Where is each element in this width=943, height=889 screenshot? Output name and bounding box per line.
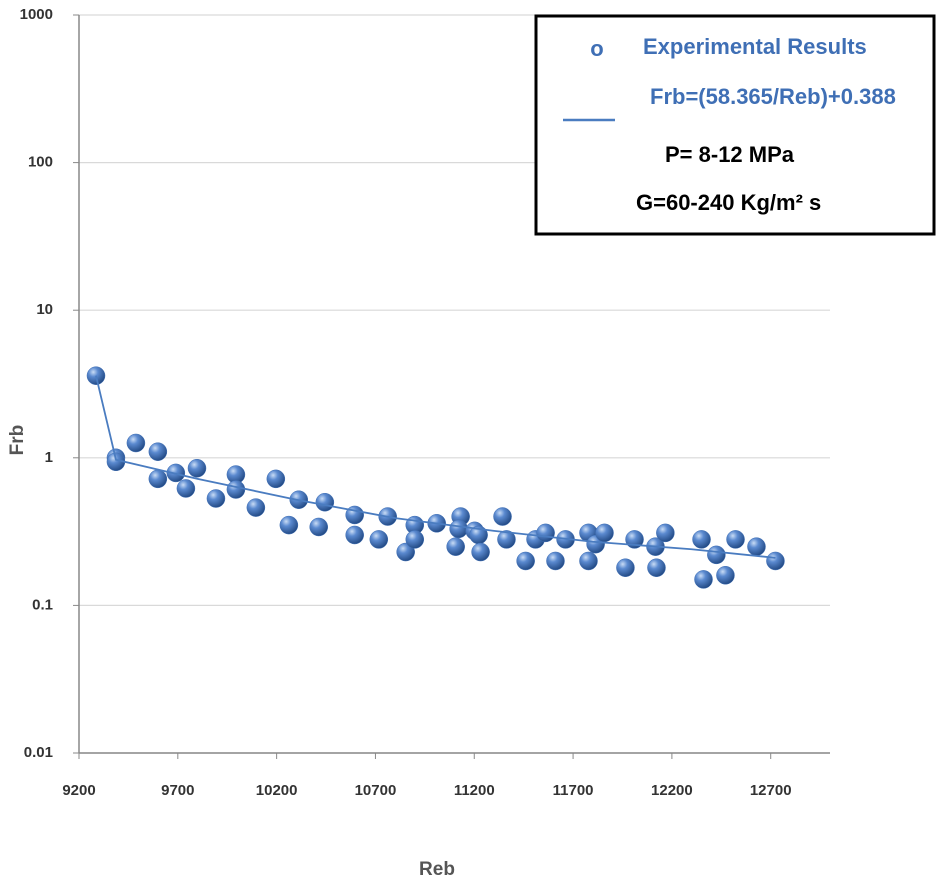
data-point — [449, 519, 468, 539]
x-tick-label: 10700 — [355, 782, 397, 799]
data-point — [595, 523, 614, 543]
data-point — [616, 558, 635, 577]
data-point — [369, 530, 389, 549]
data-point — [766, 551, 785, 571]
legend-marker: o — [590, 36, 603, 61]
legend-label: Frb=(58.365/Reb)+0.388 — [650, 84, 896, 109]
data-point — [315, 492, 335, 512]
data-point — [246, 498, 266, 517]
annotation: G=60-240 Kg/m² s — [636, 190, 821, 215]
data-point — [656, 523, 675, 543]
y-tick-label: 10 — [36, 301, 53, 318]
data-point — [446, 537, 465, 556]
legend-box — [534, 14, 936, 236]
data-point — [226, 480, 246, 499]
x-axis-title: Reb — [419, 859, 455, 880]
data-point — [187, 458, 207, 478]
data-point — [579, 551, 598, 571]
data-point — [396, 542, 415, 562]
data-point — [126, 433, 146, 453]
plot-area: 0.01 0.1 1 10 100 1000 9200 9700 10200 10700 11200… — [20, 6, 830, 799]
data-point — [279, 515, 299, 535]
data-point — [471, 542, 490, 562]
data-point — [536, 523, 555, 543]
fit-line — [95, 375, 776, 559]
x-tick-label: 11200 — [454, 782, 495, 799]
data-point — [692, 530, 711, 549]
data-point — [266, 469, 286, 489]
x-tick-label: 10200 — [256, 782, 298, 799]
data-point — [497, 530, 516, 549]
x-tick-label: 12700 — [750, 782, 792, 799]
x-tick-label: 12200 — [651, 782, 693, 799]
data-point — [148, 442, 168, 461]
data-point — [493, 507, 512, 526]
data-point — [694, 570, 713, 589]
x-tick-label: 9700 — [161, 782, 194, 799]
y-tick-label: 100 — [28, 154, 53, 171]
x-tick-label: 11700 — [553, 782, 594, 799]
data-point — [707, 545, 726, 565]
y-tick-label: 1000 — [20, 6, 53, 23]
data-point — [516, 551, 535, 571]
data-point — [716, 566, 735, 585]
data-point — [309, 517, 328, 537]
data-point — [405, 530, 425, 549]
y-axis-title: Frb — [7, 425, 28, 456]
data-point — [345, 525, 364, 545]
annotation: P= 8-12 MPa — [665, 142, 795, 167]
y-tick-label: 1 — [45, 449, 53, 466]
x-tick-label: 9200 — [62, 782, 95, 799]
data-point — [747, 537, 766, 556]
data-point — [176, 479, 196, 498]
legend-label: Experimental Results — [643, 34, 867, 59]
y-tick-label: 0.01 — [24, 744, 53, 761]
data-point — [206, 489, 226, 508]
data-point — [726, 530, 745, 549]
y-tick-label: 0.1 — [32, 596, 53, 613]
data-point — [148, 469, 168, 489]
data-point — [647, 558, 666, 577]
legend: o Experimental Results Frb=(58.365/Reb)+… — [534, 14, 936, 236]
data-point — [546, 551, 565, 571]
